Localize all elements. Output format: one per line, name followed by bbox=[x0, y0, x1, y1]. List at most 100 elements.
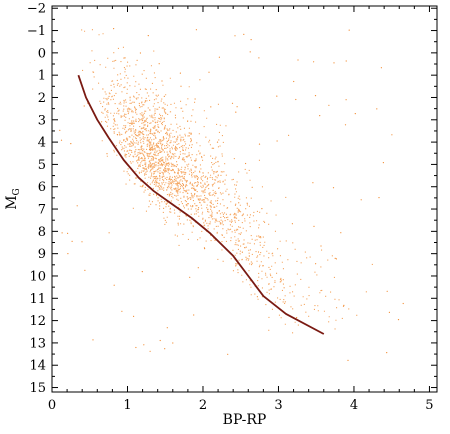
y-tick-label: 5 bbox=[38, 158, 46, 173]
scatter-point bbox=[256, 296, 258, 298]
scatter-point bbox=[156, 181, 158, 183]
scatter-point bbox=[344, 124, 347, 126]
scatter-point bbox=[166, 327, 168, 329]
scatter-point bbox=[148, 148, 151, 150]
x-tick-label: 4 bbox=[350, 398, 358, 413]
scatter-point bbox=[147, 35, 149, 37]
y-tick-label: 2 bbox=[38, 91, 46, 106]
scatter-point bbox=[60, 139, 63, 141]
scatter-point bbox=[402, 302, 404, 305]
scatter-point bbox=[159, 339, 161, 342]
y-tick-label: 1 bbox=[38, 69, 46, 84]
scatter-point bbox=[340, 232, 342, 234]
scatter-point bbox=[288, 134, 290, 136]
y-tick-label: −2 bbox=[27, 2, 46, 17]
scatter-point bbox=[360, 199, 362, 201]
main-sequence-line bbox=[77, 74, 325, 335]
y-tick-label: 13 bbox=[29, 336, 46, 351]
scatter-point bbox=[195, 29, 197, 31]
scatter-point bbox=[348, 29, 350, 31]
scatter-point bbox=[113, 284, 115, 286]
scatter-point bbox=[328, 104, 330, 106]
scatter-point bbox=[158, 63, 160, 65]
scatter-point bbox=[236, 106, 238, 108]
scatter-point bbox=[277, 248, 279, 250]
scatter-point bbox=[59, 129, 61, 131]
scatter-point bbox=[143, 344, 145, 346]
scatter-point bbox=[335, 258, 337, 260]
scatter-point bbox=[193, 314, 195, 316]
scatter-point bbox=[250, 39, 252, 41]
scatter-point bbox=[81, 241, 83, 243]
scatter-point bbox=[179, 72, 181, 74]
y-tick-label: 6 bbox=[38, 180, 46, 195]
scatter-point bbox=[382, 162, 384, 164]
scatter-point bbox=[218, 56, 220, 58]
scatter-point bbox=[107, 102, 109, 104]
scatter-point bbox=[293, 80, 295, 83]
scatter-points bbox=[59, 28, 404, 361]
scatter-point bbox=[163, 207, 165, 209]
scatter-point bbox=[283, 287, 285, 289]
scatter-point bbox=[133, 315, 135, 317]
y-tick-label: 14 bbox=[29, 359, 46, 374]
scatter-point bbox=[342, 305, 345, 307]
scatter-point bbox=[258, 57, 260, 59]
scatter-point bbox=[172, 169, 174, 171]
scatter-point bbox=[276, 95, 278, 97]
y-tick-label: 7 bbox=[38, 203, 46, 218]
scatter-point bbox=[208, 71, 210, 73]
scatter-point bbox=[257, 251, 260, 253]
x-tick-label: 1 bbox=[123, 398, 131, 413]
y-tick-label: 4 bbox=[38, 136, 46, 151]
scatter-point bbox=[345, 99, 347, 101]
scatter-point bbox=[83, 105, 85, 107]
y-tick-label: 3 bbox=[38, 113, 46, 128]
scatter-point bbox=[217, 160, 219, 163]
x-tick-label: 3 bbox=[274, 398, 282, 413]
scatter-point bbox=[291, 223, 293, 225]
y-tick-label: 15 bbox=[29, 381, 46, 396]
y-tick-label: 10 bbox=[29, 269, 46, 284]
y-tick-label: 0 bbox=[38, 46, 46, 61]
scatter-point bbox=[139, 52, 141, 54]
scatter-point bbox=[345, 60, 347, 62]
y-tick-label: 12 bbox=[29, 314, 46, 329]
scatter-point bbox=[189, 276, 191, 278]
scatter-point bbox=[67, 232, 69, 234]
scatter-point bbox=[313, 225, 315, 227]
scatter-point bbox=[164, 348, 166, 350]
scatter-point bbox=[194, 98, 196, 100]
scatter-point bbox=[199, 79, 201, 81]
scatter-point bbox=[235, 111, 237, 113]
scatter-point bbox=[354, 113, 356, 115]
scatter-point bbox=[101, 121, 103, 123]
scatter-point bbox=[245, 162, 247, 165]
x-axis-label: BP-RP bbox=[223, 412, 267, 428]
scatter-point bbox=[276, 140, 278, 142]
scatter-point bbox=[163, 95, 165, 97]
scatter-point bbox=[296, 317, 298, 319]
scatter-point bbox=[92, 339, 94, 341]
scatter-point bbox=[211, 147, 213, 149]
scatter-point bbox=[204, 248, 206, 250]
x-tick-label: 5 bbox=[425, 398, 433, 413]
scatter-point bbox=[332, 187, 335, 189]
y-tick-label: 8 bbox=[38, 225, 46, 240]
scatter-point bbox=[76, 205, 78, 207]
scatter-point bbox=[261, 208, 263, 210]
scatter-point bbox=[312, 182, 314, 184]
scatter-point bbox=[333, 62, 335, 64]
y-axis-label: MG bbox=[4, 188, 22, 210]
scatter-point bbox=[397, 319, 400, 321]
scatter-point bbox=[315, 263, 317, 265]
scatter-point bbox=[107, 97, 109, 99]
scatter-point bbox=[239, 226, 241, 228]
line-series bbox=[77, 74, 325, 335]
scatter-point bbox=[314, 95, 317, 97]
x-tick-label: 0 bbox=[48, 398, 56, 413]
scatter-point bbox=[71, 240, 73, 242]
scatter-point bbox=[121, 310, 123, 312]
